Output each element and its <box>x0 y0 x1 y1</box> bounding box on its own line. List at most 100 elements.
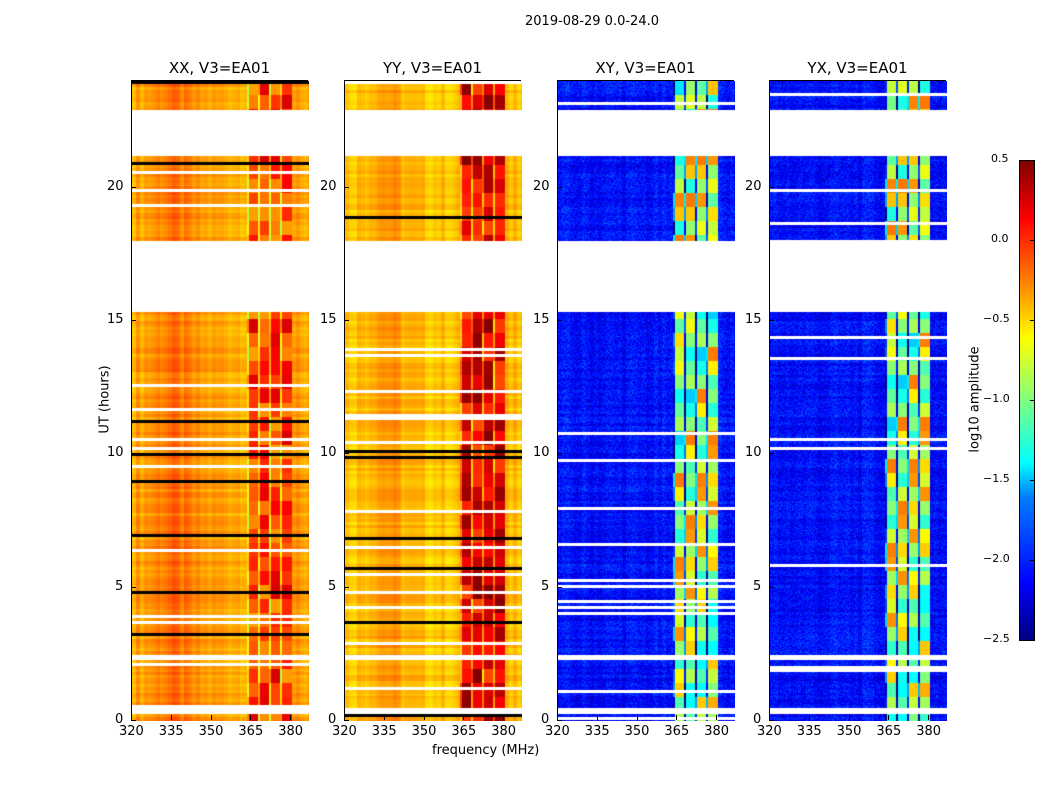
colorbar-tick-label: −1.5 <box>983 472 1010 485</box>
y-tick-mark <box>557 720 562 721</box>
y-tick-mark <box>131 453 136 455</box>
x-tick-label: 380 <box>704 724 730 739</box>
y-tick-mark <box>131 586 136 588</box>
y-tick-mark <box>131 320 136 321</box>
x-tick-label: 365 <box>238 724 264 739</box>
x-tick-mark <box>503 715 505 720</box>
colorbar-label: log10 amplitude <box>967 346 983 453</box>
x-tick-label: 320 <box>545 724 570 739</box>
x-tick-label: 380 <box>491 724 517 739</box>
x-tick-label: 350 <box>624 724 650 739</box>
colorbar-tick-label: −0.5 <box>983 312 1010 325</box>
colorbar-tick-mark <box>1030 240 1035 241</box>
y-tick-label: 0 <box>541 712 550 727</box>
y-tick-label: 10 <box>107 445 124 461</box>
y-tick-mark <box>131 186 136 188</box>
y-tick-label: 0 <box>328 712 337 727</box>
x-tick-mark <box>210 715 212 720</box>
y-tick-label: 0 <box>753 712 762 727</box>
heatmap-panel-xy <box>557 80 735 721</box>
x-tick-mark <box>636 715 638 720</box>
y-tick-label: 15 <box>107 312 124 327</box>
y-tick-label: 15 <box>320 312 337 327</box>
x-tick-label: 380 <box>916 724 942 739</box>
x-axis-label: frequency (MHz) <box>432 743 540 758</box>
y-tick-label: 20 <box>107 178 124 194</box>
figure-title: 2019-08-29 0.0-24.0 <box>525 14 659 29</box>
colorbar-tick-mark <box>1030 160 1035 161</box>
x-tick-label: 320 <box>119 724 144 739</box>
x-tick-label: 350 <box>836 724 862 739</box>
x-tick-label: 350 <box>411 724 437 739</box>
x-tick-label: 335 <box>158 724 184 739</box>
panel-title: YY, V3=EA01 <box>382 59 483 77</box>
colorbar-tick-mark <box>1030 480 1035 481</box>
y-tick-mark <box>557 586 562 588</box>
colorbar-tick-mark <box>1030 640 1035 641</box>
x-tick-label: 365 <box>451 724 477 739</box>
x-tick-mark <box>928 715 930 720</box>
y-tick-mark <box>769 320 774 321</box>
y-tick-mark <box>769 453 774 455</box>
panel-title: XY, V3=EA01 <box>595 59 696 77</box>
y-tick-mark <box>769 186 774 188</box>
y-tick-mark <box>769 720 774 721</box>
y-tick-label: 15 <box>533 312 550 327</box>
y-tick-label: 5 <box>541 578 550 594</box>
x-tick-label: 335 <box>371 724 397 739</box>
x-tick-mark <box>808 715 810 720</box>
heatmap-cells <box>558 81 735 721</box>
x-tick-mark <box>596 715 598 720</box>
heatmap-cells <box>132 81 309 721</box>
x-tick-mark <box>888 715 890 720</box>
y-tick-mark <box>344 186 349 188</box>
x-tick-label: 320 <box>332 724 357 739</box>
y-tick-mark <box>344 453 349 455</box>
x-tick-mark <box>383 715 385 720</box>
panel-title: XX, V3=EA01 <box>168 59 271 77</box>
x-tick-label: 335 <box>796 724 822 739</box>
x-tick-mark <box>848 715 850 720</box>
x-tick-label: 335 <box>584 724 610 739</box>
y-tick-label: 20 <box>745 178 762 194</box>
x-tick-mark <box>170 715 172 720</box>
x-tick-mark <box>557 715 558 720</box>
x-tick-label: 365 <box>664 724 690 739</box>
x-tick-label: 365 <box>876 724 902 739</box>
y-tick-label: 10 <box>533 445 550 461</box>
y-tick-label: 0 <box>115 712 124 727</box>
x-tick-mark <box>769 715 770 720</box>
x-tick-mark <box>716 715 718 720</box>
heatmap-panel-xx <box>131 80 309 721</box>
y-tick-mark <box>131 720 136 721</box>
y-tick-label: 20 <box>533 178 550 194</box>
x-tick-mark <box>131 715 132 720</box>
y-tick-mark <box>557 320 562 321</box>
y-tick-mark <box>557 453 562 455</box>
x-tick-mark <box>423 715 425 720</box>
x-tick-mark <box>344 715 345 720</box>
y-tick-label: 10 <box>320 445 337 461</box>
y-tick-mark <box>557 186 562 188</box>
y-tick-mark <box>344 720 349 721</box>
colorbar-tick-mark <box>1030 320 1035 321</box>
y-tick-mark <box>344 586 349 588</box>
colorbar-tick-mark <box>1030 400 1035 401</box>
y-tick-label: 5 <box>753 578 762 594</box>
y-tick-label: 5 <box>328 578 337 594</box>
y-tick-label: 20 <box>320 178 337 194</box>
colorbar-tick-label: 0.0 <box>991 232 1009 245</box>
colorbar-tick-label: 0.5 <box>991 152 1009 165</box>
colorbar-tick-label: −1.0 <box>983 392 1010 405</box>
x-tick-mark <box>676 715 678 720</box>
heatmap-cells <box>345 81 522 721</box>
y-axis-label: UT (hours) <box>97 365 113 434</box>
heatmap-cells <box>770 81 947 721</box>
panel-title: YX, V3=EA01 <box>807 59 908 77</box>
heatmap-panel-yy <box>344 80 522 721</box>
x-tick-mark <box>463 715 465 720</box>
colorbar-tick-label: −2.0 <box>983 552 1010 565</box>
colorbar-tick-label: −2.5 <box>983 632 1010 645</box>
y-tick-label: 5 <box>115 578 124 594</box>
